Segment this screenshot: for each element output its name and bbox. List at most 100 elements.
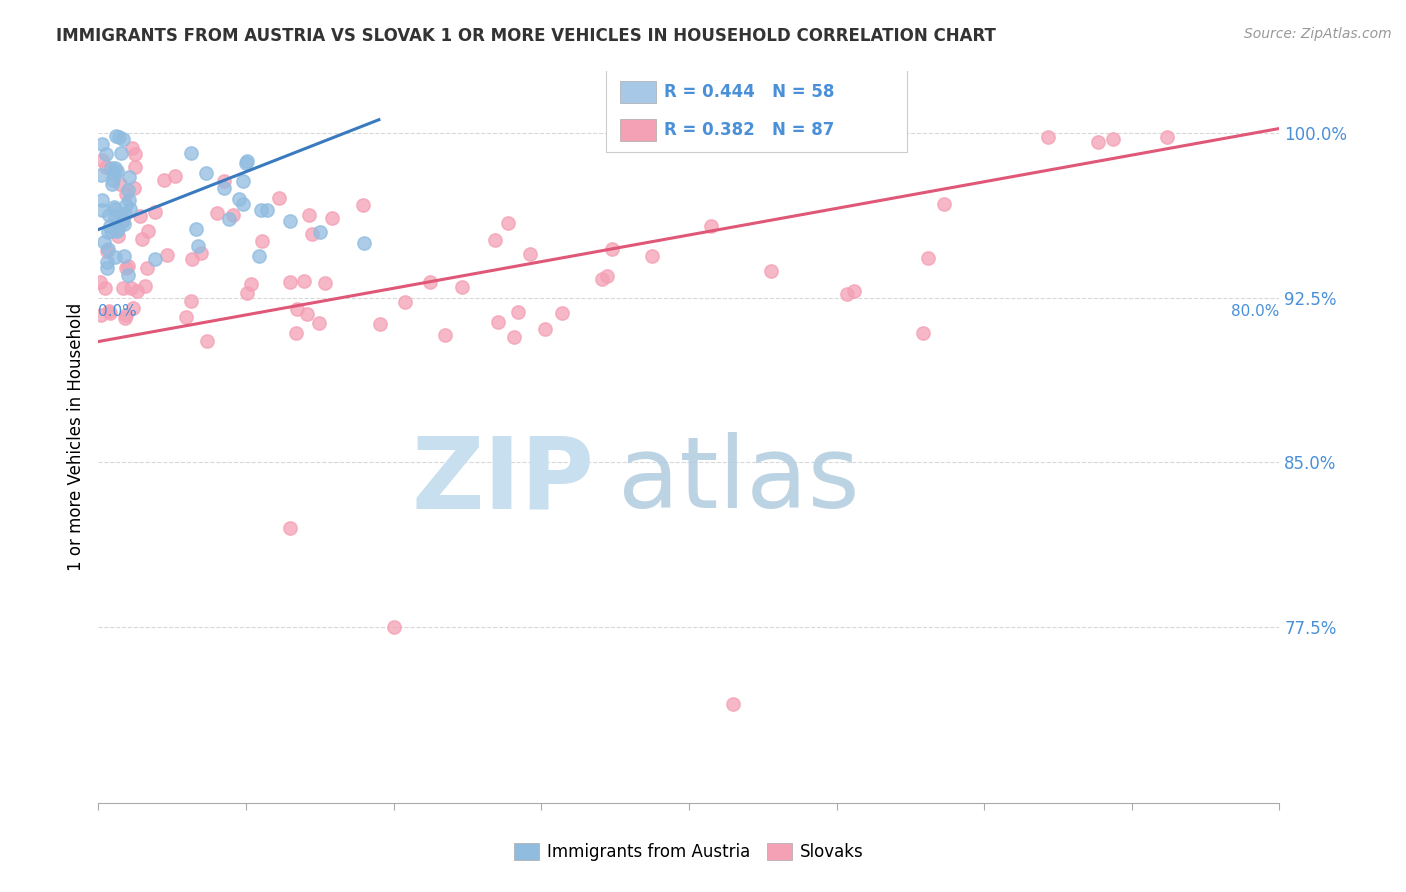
Point — [104, 161, 127, 176]
Point — [382, 620, 405, 634]
Point — [269, 191, 291, 205]
Point — [104, 209, 127, 223]
Point — [212, 174, 235, 188]
Point — [112, 218, 135, 232]
Point — [105, 164, 128, 178]
Text: Source: ZipAtlas.com: Source: ZipAtlas.com — [1244, 27, 1392, 41]
Point — [125, 285, 148, 299]
Point — [105, 128, 128, 143]
Point — [285, 301, 308, 316]
Point — [190, 245, 212, 260]
Point — [934, 197, 956, 211]
Point — [114, 260, 136, 275]
Point — [502, 330, 524, 344]
Point — [124, 160, 146, 174]
Point — [591, 272, 613, 286]
Point — [108, 177, 131, 191]
Point — [103, 173, 125, 187]
Point — [508, 305, 530, 319]
Point — [212, 181, 235, 195]
Point — [723, 697, 745, 711]
Point — [232, 174, 254, 188]
Point — [104, 250, 127, 264]
Point — [122, 301, 145, 315]
Point — [301, 227, 323, 241]
Text: 0.0%: 0.0% — [98, 304, 138, 319]
Point — [89, 275, 111, 289]
Point — [180, 252, 202, 266]
Point — [180, 293, 202, 308]
Point — [1156, 130, 1178, 145]
Point — [96, 244, 118, 259]
Point — [1101, 132, 1123, 146]
Point — [235, 154, 257, 169]
Point — [122, 181, 145, 195]
Point — [100, 161, 122, 175]
Point — [120, 202, 142, 216]
Point — [550, 305, 572, 319]
Point — [96, 255, 118, 269]
Point — [96, 146, 118, 161]
Point — [103, 166, 125, 180]
Text: 80.0%: 80.0% — [1232, 304, 1279, 319]
Point — [486, 314, 509, 328]
Point — [221, 208, 243, 222]
Point — [250, 235, 273, 249]
Point — [117, 183, 139, 197]
Point — [136, 224, 159, 238]
Point — [236, 286, 259, 301]
Point — [129, 209, 152, 223]
Point — [120, 280, 142, 294]
Point — [91, 202, 114, 217]
Point — [180, 146, 202, 161]
Point — [96, 260, 118, 275]
Text: R = 0.382   N = 87: R = 0.382 N = 87 — [664, 121, 835, 139]
Point — [186, 239, 208, 253]
Point — [143, 205, 166, 219]
Text: R = 0.444   N = 58: R = 0.444 N = 58 — [664, 83, 835, 101]
Point — [205, 206, 228, 220]
Point — [112, 131, 135, 145]
Point — [368, 317, 391, 331]
Point — [118, 169, 141, 184]
Point — [97, 243, 120, 257]
Point — [91, 193, 114, 207]
Text: atlas: atlas — [619, 433, 859, 530]
Point — [195, 166, 218, 180]
Point — [533, 321, 555, 335]
Point — [115, 198, 138, 212]
FancyBboxPatch shape — [606, 68, 907, 152]
FancyBboxPatch shape — [620, 81, 655, 103]
Point — [91, 137, 114, 152]
Point — [136, 261, 159, 276]
Point — [163, 169, 186, 183]
Point — [1087, 135, 1109, 149]
Point — [314, 276, 336, 290]
Point — [90, 308, 112, 322]
Text: ZIP: ZIP — [412, 433, 595, 530]
Point — [352, 198, 374, 212]
Point — [174, 310, 197, 324]
Point — [239, 277, 262, 291]
Point — [117, 260, 139, 274]
Point — [94, 281, 117, 295]
Point — [759, 264, 782, 278]
Point — [100, 177, 122, 191]
Point — [280, 213, 302, 227]
Point — [97, 225, 120, 239]
Point — [98, 219, 121, 233]
Point — [434, 328, 457, 343]
Point — [107, 130, 129, 145]
Point — [298, 208, 321, 222]
Point — [496, 216, 519, 230]
Point — [292, 274, 315, 288]
Point — [394, 294, 416, 309]
Point — [107, 229, 129, 244]
Point — [285, 326, 308, 340]
Point — [93, 235, 115, 249]
Point — [235, 156, 257, 170]
Point — [104, 202, 127, 216]
Point — [321, 211, 343, 225]
Point — [309, 225, 332, 239]
Point — [699, 219, 721, 233]
